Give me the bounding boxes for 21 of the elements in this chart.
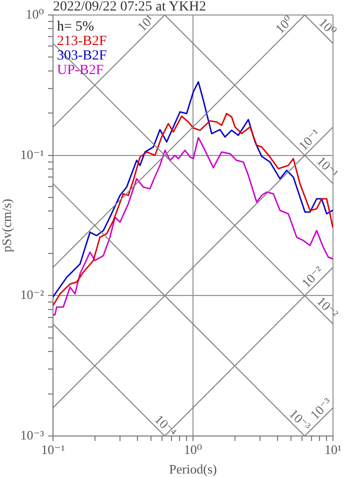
annotation: 10⁻⁴ [152, 412, 180, 440]
annotation: 10⁰ [272, 12, 296, 36]
annotation: 10⁻³ [307, 394, 335, 422]
y-tick-label: 10⁻² [20, 287, 44, 302]
annotation: 10⁻¹ [296, 126, 323, 154]
y-tick-label: 10⁻¹ [20, 146, 44, 162]
y-axis-title: pSv(cm/s) [0, 198, 14, 252]
text: 303-B2F [57, 48, 107, 64]
text: 213-B2F [57, 34, 107, 50]
x-axis-title: Period(s) [169, 462, 217, 477]
annotation: 10⁰ [316, 14, 340, 38]
annotation: h= 5% [57, 20, 94, 35]
text: UP-B2F [57, 63, 104, 78]
annotation: 10⁻¹ [314, 153, 342, 181]
annotation: 10⁻² [298, 263, 326, 291]
y-tick-label: 10⁻³ [20, 427, 44, 442]
annotation: 10⁻² [314, 294, 342, 322]
x-tick-label: 10⁻¹ [41, 442, 65, 458]
y-tick-label: 10⁰ [26, 6, 44, 22]
x-tick-label: 10¹ [324, 442, 342, 458]
x-tick-label: 10⁰ [184, 442, 202, 458]
